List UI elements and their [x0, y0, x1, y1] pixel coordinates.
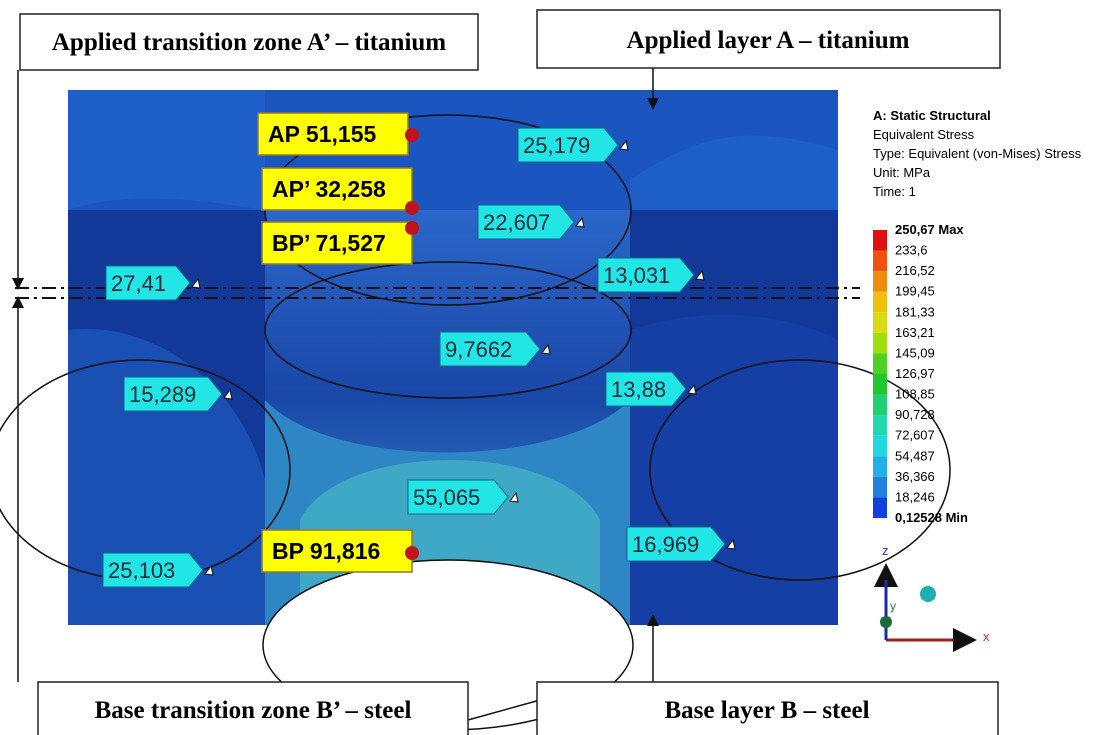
scale-swatch: [873, 292, 887, 313]
scale-label: 163,21: [895, 325, 935, 340]
callout: Applied transition zone A’ – titanium: [52, 29, 446, 56]
axis-label: z: [882, 543, 889, 558]
scale-swatch: [873, 415, 887, 436]
scale-label: 250,67 Max: [895, 222, 964, 237]
scale-label: 233,6: [895, 243, 928, 258]
probe-label: 13,031: [603, 263, 670, 288]
scale-label: 0,12528 Min: [895, 510, 968, 525]
scale-label: 216,52: [895, 263, 935, 278]
axis-label: x: [983, 629, 990, 644]
legend-title: A: Static Structural: [873, 108, 991, 123]
legend-line: Time: 1: [873, 184, 916, 199]
scale-label: 54,487: [895, 448, 935, 463]
callout: Applied layer A – titanium: [627, 27, 910, 54]
legend: A: Static Structural Equivalent Stress T…: [873, 108, 1082, 199]
scale-label: 145,09: [895, 345, 935, 360]
scale-swatch: [873, 230, 887, 251]
scale-swatch: [873, 497, 887, 518]
probe-label: 9,7662: [445, 337, 512, 362]
scale-swatch: [873, 353, 887, 374]
triad: z y x: [880, 543, 990, 644]
probe-label: 22,607: [483, 210, 550, 235]
scale-label: 90,728: [895, 407, 935, 422]
point-label: BP 91,816: [272, 538, 380, 564]
scale-label: 72,607: [895, 428, 935, 443]
scale-swatch: [873, 477, 887, 498]
point-label: BP’ 71,527: [272, 230, 386, 256]
scale-label: 18,246: [895, 489, 935, 504]
callout: Base transition zone B’ – steel: [95, 697, 412, 724]
probe-label: 25,179: [523, 133, 590, 158]
point-label: AP’ 32,258: [272, 176, 386, 202]
legend-line: Type: Equivalent (von-Mises) Stress: [873, 146, 1082, 161]
probe-label: 16,969: [632, 532, 699, 557]
axis-label: y: [890, 599, 896, 613]
legend-line: Equivalent Stress: [873, 127, 975, 142]
probe-label: 25,103: [108, 558, 175, 583]
probe-label: 13,88: [611, 377, 666, 402]
probe-label: 15,289: [129, 382, 196, 407]
point-marker: [405, 128, 419, 142]
point-marker: [405, 221, 419, 235]
scale-label: 108,85: [895, 387, 935, 402]
scale-label: 181,33: [895, 304, 935, 319]
probe-label: 27,41: [111, 271, 166, 296]
legend-line: Unit: MPa: [873, 165, 931, 180]
scale-swatch: [873, 271, 887, 292]
scale-swatch: [873, 312, 887, 333]
scale-label: 199,45: [895, 284, 935, 299]
scale-swatch: [873, 436, 887, 457]
probe-label: 55,065: [413, 485, 480, 510]
scale-swatch: [873, 333, 887, 354]
scale-swatch: [873, 395, 887, 416]
scale-label: 126,97: [895, 366, 935, 381]
diagram: Applied transition zone A’ – titanium Ap…: [0, 0, 1114, 735]
scale-swatch: [873, 251, 887, 272]
scale-swatch: [873, 374, 887, 395]
callout: Base layer B – steel: [664, 697, 869, 724]
point-marker: [405, 546, 419, 560]
scale-swatch: [873, 456, 887, 477]
scale-label: 36,366: [895, 469, 935, 484]
point-marker: [405, 201, 419, 215]
point-label: AP 51,155: [268, 121, 376, 147]
